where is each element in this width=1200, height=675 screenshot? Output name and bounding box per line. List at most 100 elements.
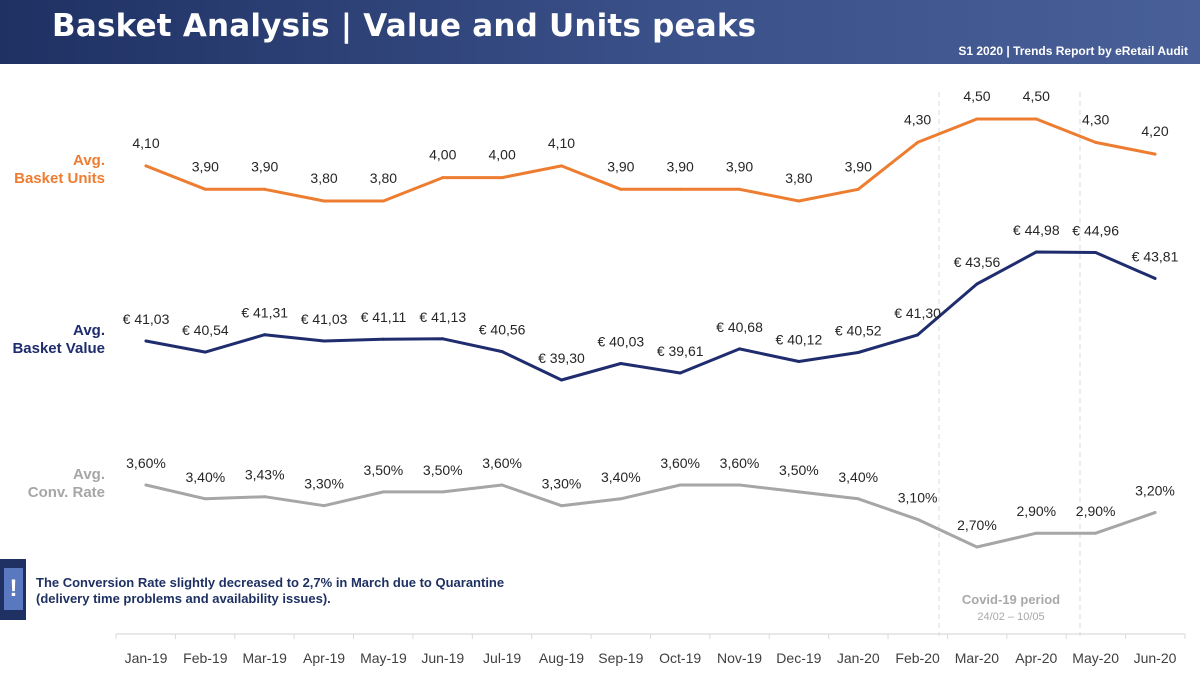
x-tick-label: Jul-19 [483, 650, 521, 666]
x-tick-label: Dec-19 [776, 650, 821, 666]
x-tick-label: Jun-20 [1134, 650, 1177, 666]
page-title: Basket Analysis | Value and Units peaks [52, 8, 757, 44]
units-data-point [738, 187, 742, 191]
x-tick-label: Nov-19 [717, 650, 762, 666]
conv-data-label: 3,10% [898, 489, 938, 505]
units-data-label: 4,00 [429, 147, 456, 163]
units-label-line1: Avg. [73, 152, 105, 169]
x-tick-label: Jan-19 [125, 650, 168, 666]
value-data-label: € 41,03 [123, 311, 170, 327]
value-series-line [144, 250, 1157, 382]
conv-data-point [263, 495, 267, 499]
value-data-label: € 39,61 [657, 343, 704, 359]
conv-data-label: 3,60% [720, 455, 760, 471]
units-data-point [916, 140, 920, 144]
units-data-point [975, 117, 979, 121]
x-tick-label: Jan-20 [837, 650, 880, 666]
units-data-label: 3,90 [667, 158, 694, 174]
value-data-label: € 44,96 [1072, 222, 1119, 238]
value-label-line1: Avg. [73, 322, 105, 339]
callout-text: The Conversion Rate slightly decreased t… [36, 575, 576, 607]
x-tick-label: Oct-19 [659, 650, 701, 666]
units-data-label: 3,90 [607, 158, 634, 174]
units-data-label: 4,00 [488, 147, 515, 163]
conv-data-point [975, 545, 979, 549]
value-data-point [441, 337, 445, 341]
conv-data-label: 3,30% [304, 476, 344, 492]
conv-data-label: 3,43% [245, 467, 285, 483]
conv-data-point [916, 517, 920, 521]
units-data-point [441, 176, 445, 180]
conv-data-point [1034, 531, 1038, 535]
value-data-label: € 41,31 [241, 305, 288, 321]
x-tick-label: Feb-19 [183, 650, 228, 666]
conv-data-point [381, 490, 385, 494]
units-data-point [1034, 117, 1038, 121]
conv-data-label: 3,40% [601, 469, 641, 485]
x-tick-label: May-19 [360, 650, 407, 666]
units-data-label: 3,90 [726, 158, 753, 174]
conv-label-line2: Conv. Rate [27, 484, 105, 501]
covid-period-title: Covid-19 period [961, 592, 1061, 607]
units-data-label: 4,50 [963, 88, 990, 104]
report-subtitle: S1 2020 | Trends Report by eRetail Audit [958, 44, 1188, 58]
conv-data-point [144, 483, 148, 487]
units-data-point [203, 187, 207, 191]
conv-data-point [559, 504, 563, 508]
value-data-label: € 40,03 [597, 334, 644, 350]
conv-data-label: 3,50% [779, 462, 819, 478]
units-data-point [1153, 152, 1157, 156]
x-tick-label: Jun-19 [421, 650, 464, 666]
conv-data-point [1153, 511, 1157, 515]
conv-data-point [1094, 531, 1098, 535]
units-data-label: 3,80 [310, 170, 337, 186]
units-data-point [1094, 140, 1098, 144]
units-data-label: 4,50 [1023, 88, 1050, 104]
conv-data-point [678, 483, 682, 487]
conv-data-label: 3,50% [423, 462, 463, 478]
units-data-point [322, 199, 326, 203]
value-data-point [916, 333, 920, 337]
conv-data-label: 3,40% [186, 469, 226, 485]
units-data-point [381, 199, 385, 203]
value-data-point [619, 362, 623, 366]
conv-data-point [738, 483, 742, 487]
x-tick-label: Mar-20 [955, 650, 1000, 666]
callout-line2: (delivery time problems and availability… [36, 591, 331, 606]
value-data-point [797, 360, 801, 364]
units-data-label: 4,30 [1082, 111, 1109, 127]
units-label-line2: Basket Units [14, 170, 105, 187]
value-data-point [856, 351, 860, 355]
covid-period-dates: 24/02 – 10/05 [977, 611, 1045, 623]
units-data-label: 3,90 [845, 158, 872, 174]
units-data-label: 3,80 [785, 170, 812, 186]
conv-data-point [619, 497, 623, 501]
conv-data-label: 3,50% [364, 462, 404, 478]
value-data-point [381, 337, 385, 341]
units-data-label: 3,90 [251, 158, 278, 174]
value-data-point [203, 350, 207, 354]
value-label-line2: Basket Value [12, 340, 105, 357]
value-data-point [500, 350, 504, 354]
value-data-label: € 40,12 [776, 332, 823, 348]
conv-data-label: 3,20% [1135, 483, 1175, 499]
conv-data-label: 3,60% [126, 455, 166, 471]
units-data-point [678, 187, 682, 191]
conv-data-label: 3,40% [838, 469, 878, 485]
x-tick-label: May-20 [1072, 650, 1119, 666]
value-data-point [1094, 250, 1098, 254]
x-tick-label: Sep-19 [598, 650, 643, 666]
alert-icon: ! [4, 568, 23, 610]
units-data-point [619, 187, 623, 191]
x-tick-label: Apr-20 [1015, 650, 1057, 666]
units-data-label: 3,90 [192, 158, 219, 174]
value-data-label: € 40,52 [835, 323, 882, 339]
conv-data-label: 3,60% [482, 455, 522, 471]
value-data-label: € 44,98 [1013, 222, 1060, 238]
conv-data-label: 3,60% [660, 455, 700, 471]
value-data-point [144, 339, 148, 343]
units-data-label: 3,80 [370, 170, 397, 186]
value-data-label: € 41,13 [419, 309, 466, 325]
conv-data-point [322, 504, 326, 508]
